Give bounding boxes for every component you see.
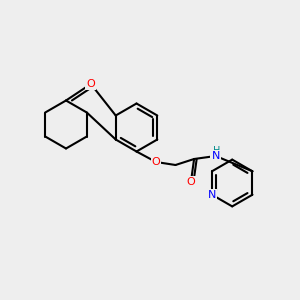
- Text: O: O: [187, 177, 196, 187]
- Text: N: N: [208, 190, 216, 200]
- Text: O: O: [86, 79, 95, 89]
- Text: N: N: [212, 151, 220, 161]
- Text: O: O: [152, 157, 160, 167]
- Text: H: H: [213, 146, 220, 156]
